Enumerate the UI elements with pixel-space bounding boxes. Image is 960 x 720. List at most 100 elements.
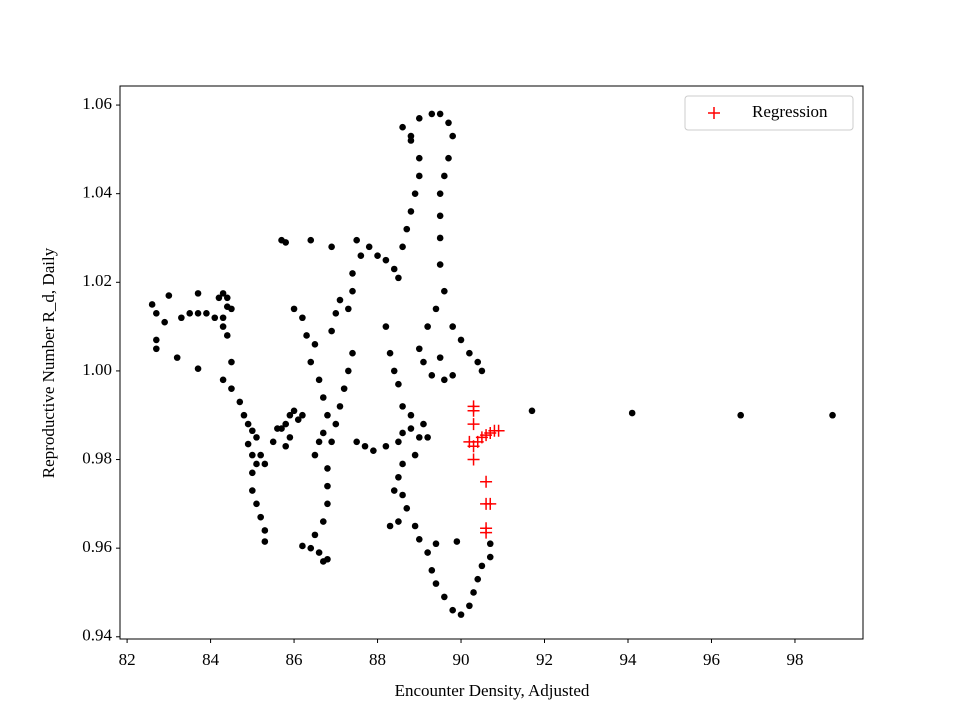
plot-frame xyxy=(119,85,864,640)
legend-box xyxy=(684,95,854,131)
point xyxy=(311,531,319,539)
point xyxy=(407,132,415,140)
point xyxy=(441,172,448,180)
x-tick-label: 88 xyxy=(369,650,386,669)
x-tick-label: 86 xyxy=(286,650,303,669)
point xyxy=(411,522,419,530)
point xyxy=(290,407,298,415)
point xyxy=(453,538,461,545)
point xyxy=(449,132,456,140)
point xyxy=(244,420,252,428)
point xyxy=(424,434,431,441)
point xyxy=(282,239,290,246)
point xyxy=(290,305,298,313)
point xyxy=(474,358,482,366)
point xyxy=(153,336,160,344)
point xyxy=(194,365,202,373)
point xyxy=(411,451,419,459)
point xyxy=(319,518,327,525)
point xyxy=(173,354,181,361)
point xyxy=(467,453,480,466)
point xyxy=(311,451,319,459)
point xyxy=(353,236,360,244)
point xyxy=(457,336,465,344)
point xyxy=(211,314,219,322)
point xyxy=(486,553,494,561)
point xyxy=(228,358,235,366)
y-axis-label: Reproductive Number R_d, Daily xyxy=(39,247,58,478)
point xyxy=(399,243,406,251)
point xyxy=(349,349,356,357)
point xyxy=(474,575,482,583)
point xyxy=(269,438,277,446)
point xyxy=(257,451,264,459)
point xyxy=(228,385,235,392)
point xyxy=(324,482,331,490)
y-tick-label: 1.02 xyxy=(82,271,112,290)
point xyxy=(307,358,315,366)
point xyxy=(219,314,227,322)
point xyxy=(186,310,194,317)
point xyxy=(395,380,402,388)
point xyxy=(223,294,231,302)
point xyxy=(480,526,493,539)
point xyxy=(161,318,168,326)
point xyxy=(436,234,444,242)
point xyxy=(386,522,394,530)
point xyxy=(411,190,419,197)
point xyxy=(415,345,423,353)
point xyxy=(194,310,202,317)
point xyxy=(328,243,335,251)
point xyxy=(415,154,423,162)
point xyxy=(324,555,331,563)
point xyxy=(420,358,427,366)
point xyxy=(407,208,415,215)
point xyxy=(345,305,352,313)
point xyxy=(236,398,244,406)
point xyxy=(424,323,431,330)
point xyxy=(349,270,356,277)
point xyxy=(436,190,444,197)
point xyxy=(403,225,411,233)
point xyxy=(628,409,636,417)
point xyxy=(261,538,269,545)
point xyxy=(386,349,394,357)
point xyxy=(441,287,448,295)
point xyxy=(470,589,477,596)
point xyxy=(278,425,285,432)
point xyxy=(249,451,256,459)
point xyxy=(436,261,444,268)
point xyxy=(315,438,323,446)
point xyxy=(403,504,411,512)
legend-label: Regression xyxy=(752,102,828,121)
point xyxy=(294,416,302,423)
point xyxy=(370,447,377,454)
point xyxy=(324,411,331,419)
point xyxy=(428,372,436,379)
point xyxy=(441,593,448,601)
point xyxy=(424,549,431,556)
point xyxy=(303,332,310,339)
point xyxy=(261,527,269,534)
point xyxy=(328,327,335,335)
point xyxy=(253,460,260,468)
point xyxy=(219,323,227,330)
point xyxy=(466,602,473,610)
point xyxy=(286,434,294,441)
point xyxy=(299,411,306,419)
x-tick-label: 90 xyxy=(453,650,470,669)
point xyxy=(361,442,369,450)
point xyxy=(399,491,406,499)
point xyxy=(244,440,252,448)
point xyxy=(395,438,402,446)
point xyxy=(257,513,264,521)
point xyxy=(228,305,235,313)
point xyxy=(428,110,436,118)
point xyxy=(249,469,256,477)
point xyxy=(415,434,423,441)
point xyxy=(445,119,452,127)
point xyxy=(178,314,185,322)
point xyxy=(466,349,473,357)
point xyxy=(324,500,331,508)
